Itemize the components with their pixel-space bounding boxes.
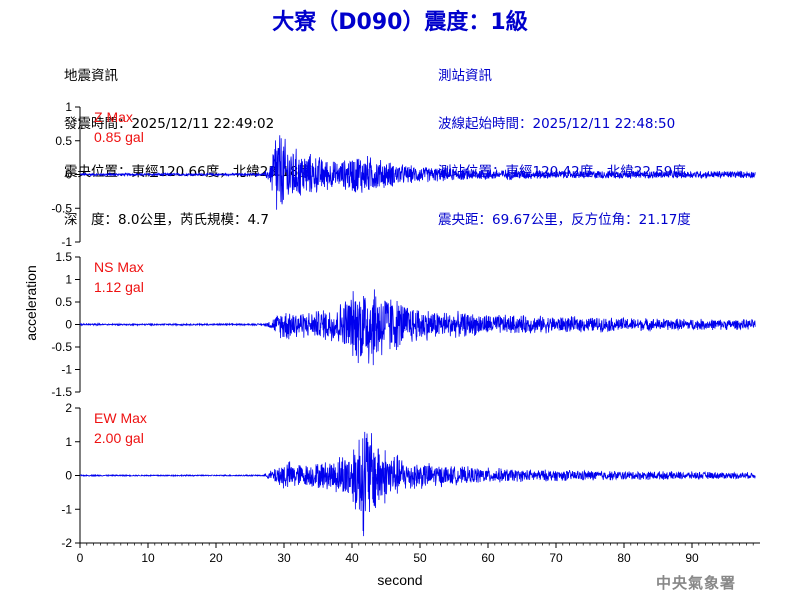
- y-tick-label: -0.5: [51, 340, 72, 354]
- y-tick-label: -0.5: [51, 201, 72, 215]
- max-label: Z Max: [94, 109, 133, 125]
- max-label: NS Max: [94, 259, 144, 275]
- x-tick-label: 50: [413, 551, 427, 565]
- x-tick-label: 90: [685, 551, 699, 565]
- max-value: 2.00 gal: [94, 430, 144, 446]
- x-tick-label: 70: [549, 551, 563, 565]
- waveform-ns: [80, 289, 755, 365]
- y-tick-label: 0: [65, 168, 72, 182]
- x-tick-label: 40: [345, 551, 359, 565]
- max-value: 1.12 gal: [94, 279, 144, 295]
- max-label: EW Max: [94, 410, 147, 426]
- y-tick-label: 2: [65, 401, 72, 415]
- y-tick-label: -2: [61, 536, 72, 550]
- y-tick-label: -1: [61, 363, 72, 377]
- y-tick-label: 1.5: [55, 250, 72, 264]
- y-tick-label: -1: [61, 235, 72, 249]
- x-tick-label: 30: [277, 551, 291, 565]
- max-value: 0.85 gal: [94, 129, 144, 145]
- panel-z: -1 -0.5 0 0.5 1 Z Max 0.85 gal: [51, 100, 755, 249]
- y-tick-label: 1: [65, 100, 72, 114]
- x-tick-label: 80: [617, 551, 631, 565]
- x-tick-label: 0: [77, 551, 84, 565]
- panels-group: -1 -0.5 0 0.5 1 Z Max 0.85 gal -1.5 -1 -0.5 0 0.5 1 1…: [51, 100, 755, 550]
- y-tick-label: -1.5: [51, 385, 72, 399]
- y-tick-label: 1: [65, 273, 72, 287]
- y-tick-label: 1: [65, 435, 72, 449]
- cwa-watermark: 中央氣象署: [656, 572, 736, 593]
- y-tick-label: -1: [61, 502, 72, 516]
- x-axis: 0 10 20 30 40 50 60 70 80 90: [77, 543, 760, 565]
- x-tick-label: 10: [141, 551, 155, 565]
- panel-ns: -1.5 -1 -0.5 0 0.5 1 1.5 NS Max 1.12 gal: [51, 250, 755, 399]
- x-axis-title: second: [377, 572, 422, 588]
- x-tick-label: 20: [209, 551, 223, 565]
- y-axis-title: acceleration: [23, 265, 39, 341]
- y-tick-label: 0: [65, 469, 72, 483]
- y-tick-label: 0.5: [55, 134, 72, 148]
- panel-ew: -2 -1 0 1 2 EW Max 2.00 gal: [61, 401, 755, 550]
- y-tick-label: 0.5: [55, 295, 72, 309]
- x-tick-label: 60: [481, 551, 495, 565]
- waveform-z: [80, 135, 755, 210]
- waveform-ew: [80, 432, 755, 536]
- y-tick-label: 0: [65, 318, 72, 332]
